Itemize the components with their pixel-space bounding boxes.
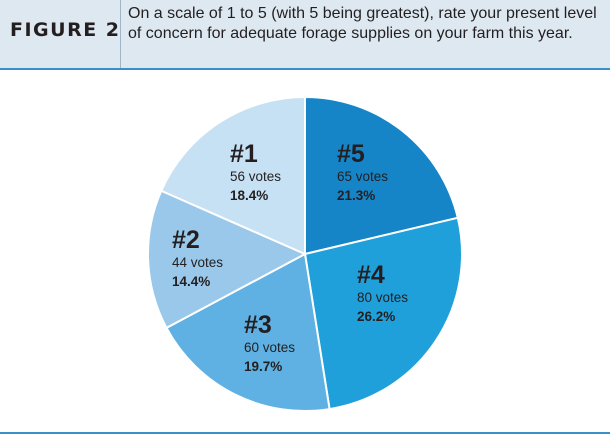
slice-percent-4: 26.2% [357,309,395,324]
survey-question: On a scale of 1 to 5 (with 5 being great… [128,5,597,42]
pie-slice-4 [303,216,463,411]
header-divider [120,0,121,68]
figure-label: FIGURE 2 [10,19,121,41]
slice-percent-3: 19.7% [244,359,282,374]
slice-votes-1: 56 votes [230,169,281,184]
bottom-rule [0,432,610,434]
pie-slice-2 [147,189,308,330]
top-rule [0,68,610,70]
slice-votes-3: 60 votes [244,340,295,355]
slice-label-4: #4 [357,261,385,289]
pie-labels: #565 votes 21.3% #480 votes 26.2% #360 votes… [172,140,408,374]
slice-percent-2: 14.4% [172,274,210,289]
slice-votes-4: 80 votes [357,290,408,305]
slice-label-5: #5 [337,140,365,168]
slice-votes-2: 44 votes [172,255,223,270]
pie-slices [147,95,463,412]
figure-header [0,0,610,68]
slice-label-3: #3 [244,311,272,339]
slice-label-1: #1 [230,140,258,168]
slice-percent-1: 18.4% [230,188,268,203]
slice-percent-5: 21.3% [337,188,375,203]
pie-slice-5 [304,95,459,256]
pie-slice-1 [159,95,306,256]
pie-slice-3 [165,252,331,412]
slice-votes-5: 65 votes [337,169,388,184]
slice-label-2: #2 [172,226,200,254]
